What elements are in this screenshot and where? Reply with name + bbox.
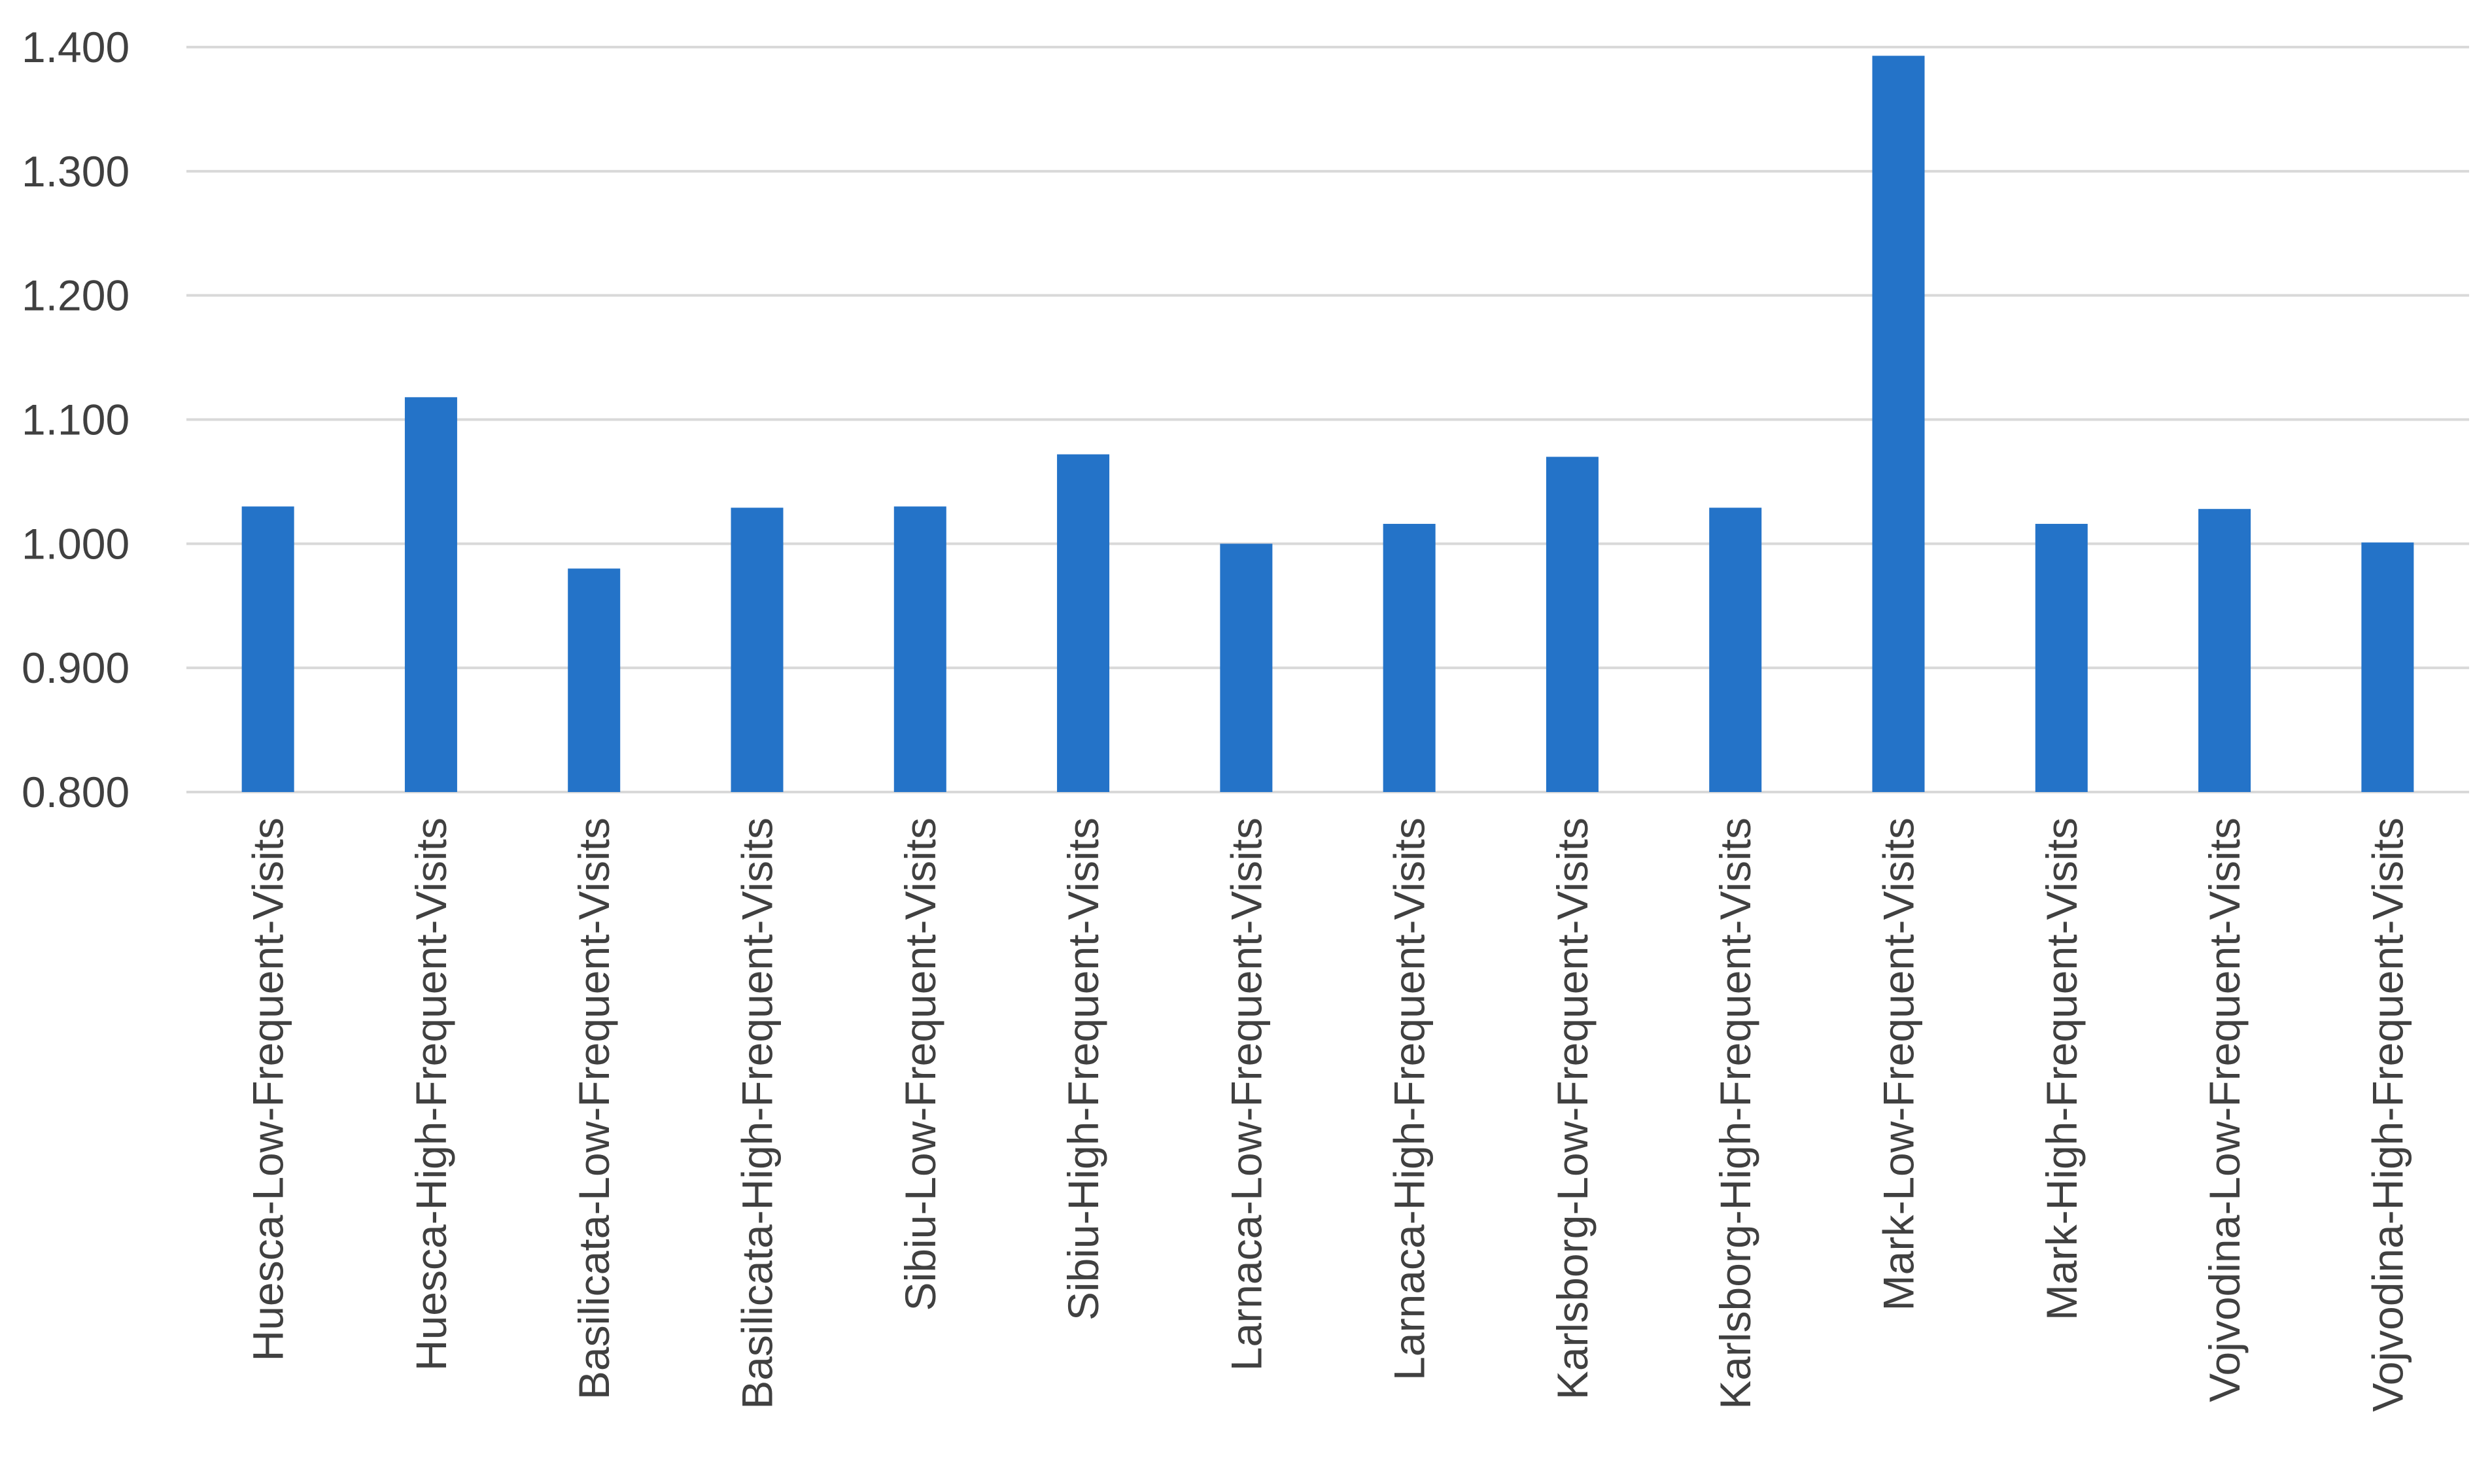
x-category-label: Mark-High-Frequent-Visits: [2037, 818, 2086, 1320]
x-category-label: Huesca-High-Frequent-Visits: [407, 818, 455, 1371]
y-tick-label: 0.800: [22, 768, 130, 816]
y-tick-label: 1.000: [22, 519, 130, 568]
bar-Basilicata-Low-Frequent-Visits: [568, 568, 621, 792]
bar-Vojvodina-Low-Frequent-Visits: [2198, 509, 2251, 792]
bar-Sibiu-Low-Frequent-Visits: [893, 506, 946, 792]
x-category-label: Huesca-Low-Frequent-Visits: [244, 818, 292, 1361]
x-category-label: Basilicata-High-Frequent-Visits: [733, 818, 782, 1409]
y-tick-label: 1.100: [22, 396, 130, 444]
y-tick-label: 1.400: [22, 23, 130, 71]
y-tick-label: 1.200: [22, 271, 130, 320]
x-category-label: Larnaca-Low-Frequent-Visits: [1222, 818, 1270, 1371]
bar-Vojvodina-High-Frequent-Visits: [2361, 542, 2414, 792]
bar-Karlsborg-Low-Frequent-Visits: [1546, 457, 1599, 792]
bar-Huesca-Low-Frequent-Visits: [241, 506, 294, 792]
x-category-label: Karlsborg-High-Frequent-Visits: [1711, 818, 1759, 1409]
y-tick-label: 1.300: [22, 147, 130, 196]
x-category-label: Basilicata-Low-Frequent-Visits: [570, 818, 618, 1400]
bar-Mark-Low-Frequent-Visits: [1872, 56, 1925, 792]
x-category-label: Vojvodina-High-Frequent-Visits: [2363, 818, 2412, 1412]
y-tick-label: 0.900: [22, 644, 130, 692]
x-category-label: Sibiu-Low-Frequent-Visits: [896, 818, 944, 1311]
x-category-label: Sibiu-High-Frequent-Visits: [1059, 818, 1107, 1320]
x-category-label: Mark-Low-Frequent-Visits: [1875, 818, 1923, 1311]
bar-Larnaca-High-Frequent-Visits: [1383, 523, 1436, 792]
bar-Huesca-High-Frequent-Visits: [404, 397, 457, 792]
x-category-label: Larnaca-High-Frequent-Visits: [1385, 818, 1434, 1381]
bar-Sibiu-High-Frequent-Visits: [1057, 454, 1110, 792]
x-category-label: Vojvodina-Low-Frequent-Visits: [2200, 818, 2249, 1402]
bar-Mark-High-Frequent-Visits: [2035, 523, 2088, 792]
bar-Basilicata-High-Frequent-Visits: [731, 508, 784, 792]
x-category-label: Karlsborg-Low-Frequent-Visits: [1548, 818, 1597, 1400]
bar-Larnaca-Low-Frequent-Visits: [1220, 544, 1273, 792]
bar-Karlsborg-High-Frequent-Visits: [1709, 508, 1762, 792]
